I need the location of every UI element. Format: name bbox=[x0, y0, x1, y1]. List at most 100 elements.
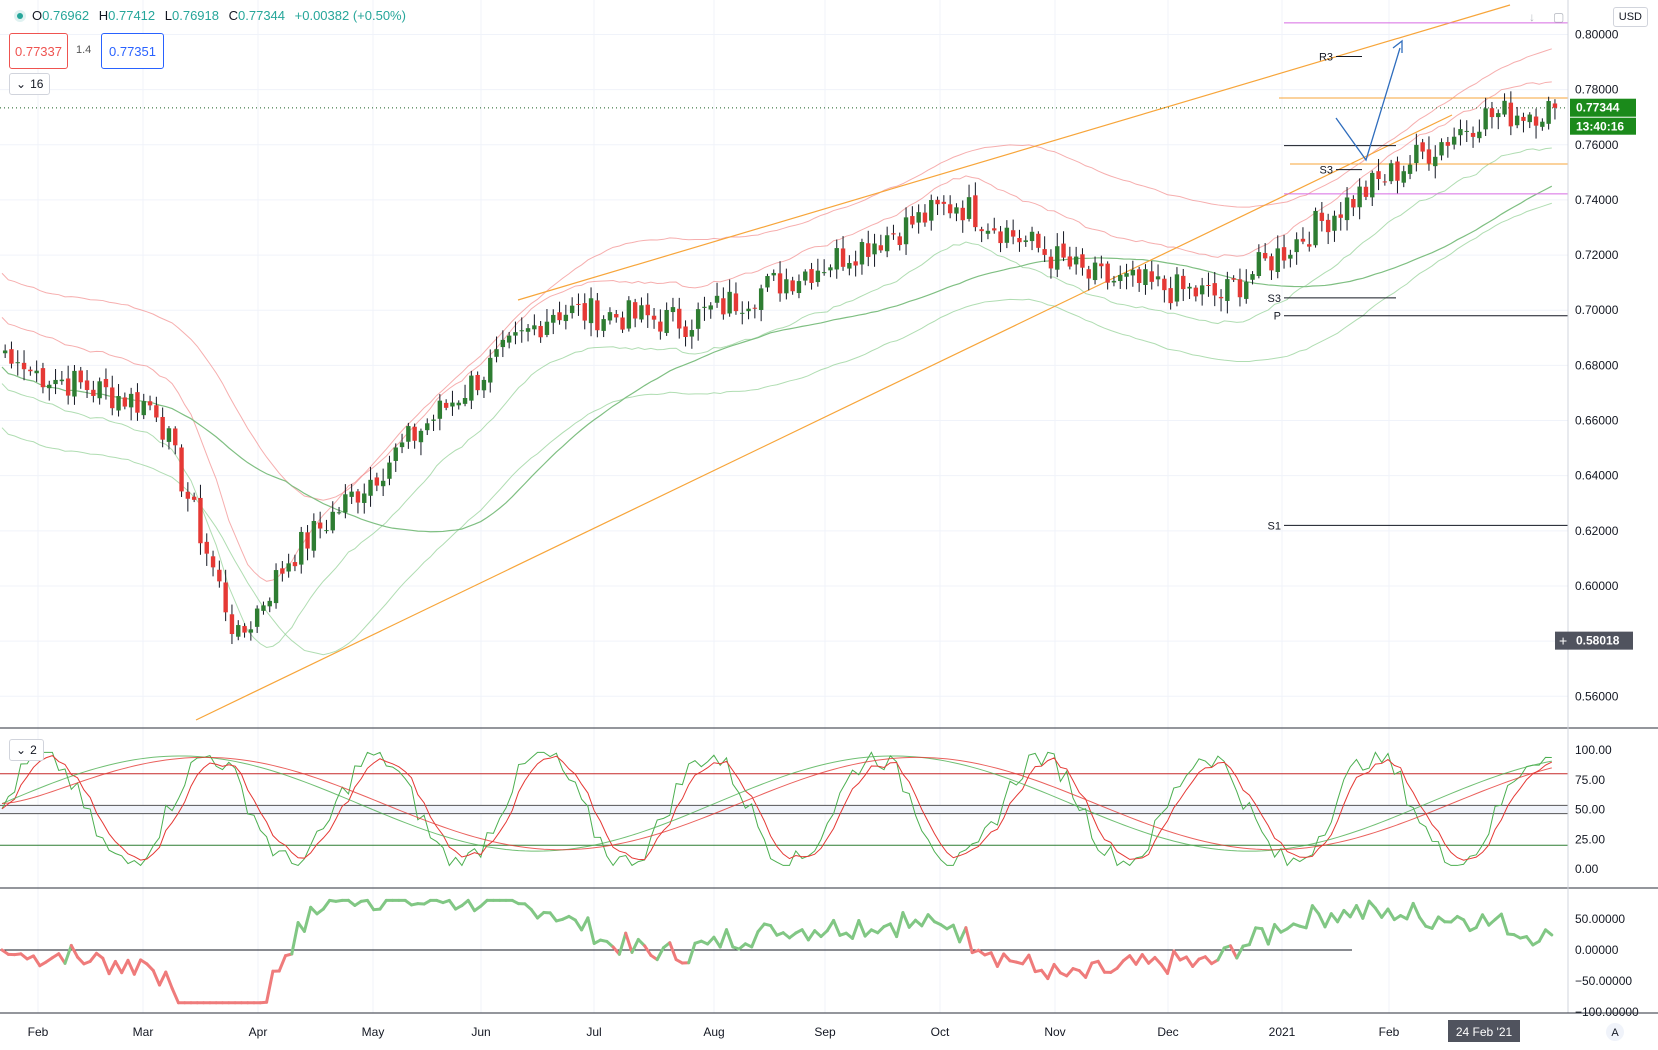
oscillator-toggle[interactable]: ⌄ 2 bbox=[9, 739, 44, 761]
download-icon[interactable]: ↓ bbox=[1529, 10, 1535, 24]
candle bbox=[740, 312, 745, 314]
momentum-segment bbox=[151, 968, 161, 987]
momentum-segment bbox=[687, 941, 697, 965]
momentum-segment bbox=[447, 898, 458, 911]
candle bbox=[185, 491, 191, 499]
candle bbox=[103, 378, 109, 388]
candle bbox=[40, 368, 46, 388]
momentum-segment bbox=[901, 911, 911, 929]
forecast-arrowhead bbox=[1392, 39, 1403, 53]
currency-button[interactable]: USD bbox=[1612, 7, 1648, 27]
candle bbox=[947, 204, 953, 214]
candle bbox=[1376, 171, 1381, 180]
candle bbox=[387, 462, 392, 479]
crosshair-icon: + bbox=[1559, 633, 1567, 649]
candle bbox=[582, 303, 587, 321]
candle bbox=[626, 300, 632, 329]
candle bbox=[362, 493, 367, 503]
momentum-segment bbox=[1134, 953, 1144, 966]
candle bbox=[1092, 262, 1098, 281]
momentum-segment bbox=[1166, 949, 1176, 975]
slow-d-line bbox=[1, 756, 1552, 851]
chevron-down-icon: ⌄ bbox=[16, 77, 27, 91]
last-price-label: 0.77344 bbox=[1576, 101, 1620, 115]
momentum-segment bbox=[76, 955, 86, 966]
stoch-k-line bbox=[1, 751, 1552, 867]
momentum-segment bbox=[302, 905, 313, 933]
momentum-segment bbox=[617, 931, 628, 956]
candle bbox=[1370, 172, 1375, 198]
candle bbox=[998, 231, 1003, 244]
time-tick: Oct bbox=[931, 1025, 950, 1039]
candle bbox=[147, 401, 153, 406]
buy-button[interactable]: 0.77351 bbox=[101, 33, 164, 69]
momentum-segment bbox=[1266, 923, 1277, 946]
candle bbox=[733, 293, 739, 312]
low-value: 0.76918 bbox=[172, 8, 219, 23]
candle bbox=[1256, 252, 1262, 277]
candle bbox=[746, 308, 751, 312]
candle bbox=[1401, 171, 1406, 183]
candle bbox=[1388, 163, 1394, 182]
momentum-segment bbox=[158, 970, 168, 987]
momentum-segment bbox=[1386, 907, 1396, 922]
momentum-segment bbox=[1544, 928, 1554, 937]
candle bbox=[670, 307, 676, 313]
momentum-segment bbox=[1373, 906, 1384, 919]
candle bbox=[532, 325, 537, 330]
candle bbox=[324, 530, 329, 532]
price-tick: 0.72000 bbox=[1575, 248, 1619, 262]
candle bbox=[1073, 256, 1079, 265]
candle bbox=[380, 480, 386, 487]
candle bbox=[1445, 142, 1451, 146]
candle bbox=[1042, 249, 1047, 255]
fullscreen-icon[interactable]: ▢ bbox=[1553, 10, 1565, 24]
momentum-segment bbox=[1310, 904, 1321, 916]
momentum-segment bbox=[1317, 912, 1327, 929]
candle bbox=[784, 279, 789, 294]
candle bbox=[1496, 113, 1501, 118]
momentum-segment bbox=[113, 959, 124, 975]
momentum-segment bbox=[712, 935, 722, 949]
candle bbox=[935, 199, 940, 205]
momentum-segment bbox=[1096, 959, 1106, 974]
bb-lower-outer bbox=[1, 202, 1552, 656]
candle bbox=[992, 228, 997, 231]
indicators-toggle[interactable]: ⌄ 16 bbox=[9, 73, 51, 95]
sell-button[interactable]: 0.77337 bbox=[9, 33, 68, 69]
candle bbox=[1275, 248, 1280, 272]
price-tick: 0.68000 bbox=[1575, 358, 1619, 372]
moving-average bbox=[1, 185, 1553, 533]
candle bbox=[330, 511, 335, 531]
candle bbox=[1048, 256, 1054, 269]
candle bbox=[1502, 100, 1507, 115]
candle bbox=[1363, 186, 1369, 197]
crosshair-price-label: 0.58018 bbox=[1576, 634, 1620, 648]
candle bbox=[1118, 275, 1123, 282]
candle bbox=[519, 330, 524, 332]
time-tick: Dec bbox=[1157, 1025, 1178, 1039]
candle bbox=[1281, 247, 1287, 261]
candle bbox=[1351, 199, 1356, 208]
candle bbox=[569, 305, 575, 314]
momentum-segment bbox=[290, 921, 300, 956]
candle bbox=[1199, 285, 1205, 295]
candle bbox=[229, 614, 235, 635]
symbol-header: O0.76962 H0.77412 L0.76918 C0.77344 +0.0… bbox=[14, 8, 412, 23]
momentum-segment bbox=[1052, 962, 1062, 975]
candle bbox=[135, 392, 140, 413]
candle bbox=[1225, 279, 1230, 301]
momentum-segment bbox=[145, 962, 155, 972]
candle bbox=[286, 563, 291, 572]
momentum-segment bbox=[1355, 904, 1365, 920]
candle bbox=[198, 497, 203, 544]
momentum-segment bbox=[1235, 944, 1245, 960]
momentum-segment bbox=[69, 943, 80, 959]
time-tick: Feb bbox=[28, 1025, 49, 1039]
candle bbox=[1206, 284, 1211, 286]
candle bbox=[758, 288, 764, 310]
candle bbox=[1338, 214, 1343, 218]
candle bbox=[1086, 269, 1091, 279]
candle bbox=[544, 321, 550, 335]
